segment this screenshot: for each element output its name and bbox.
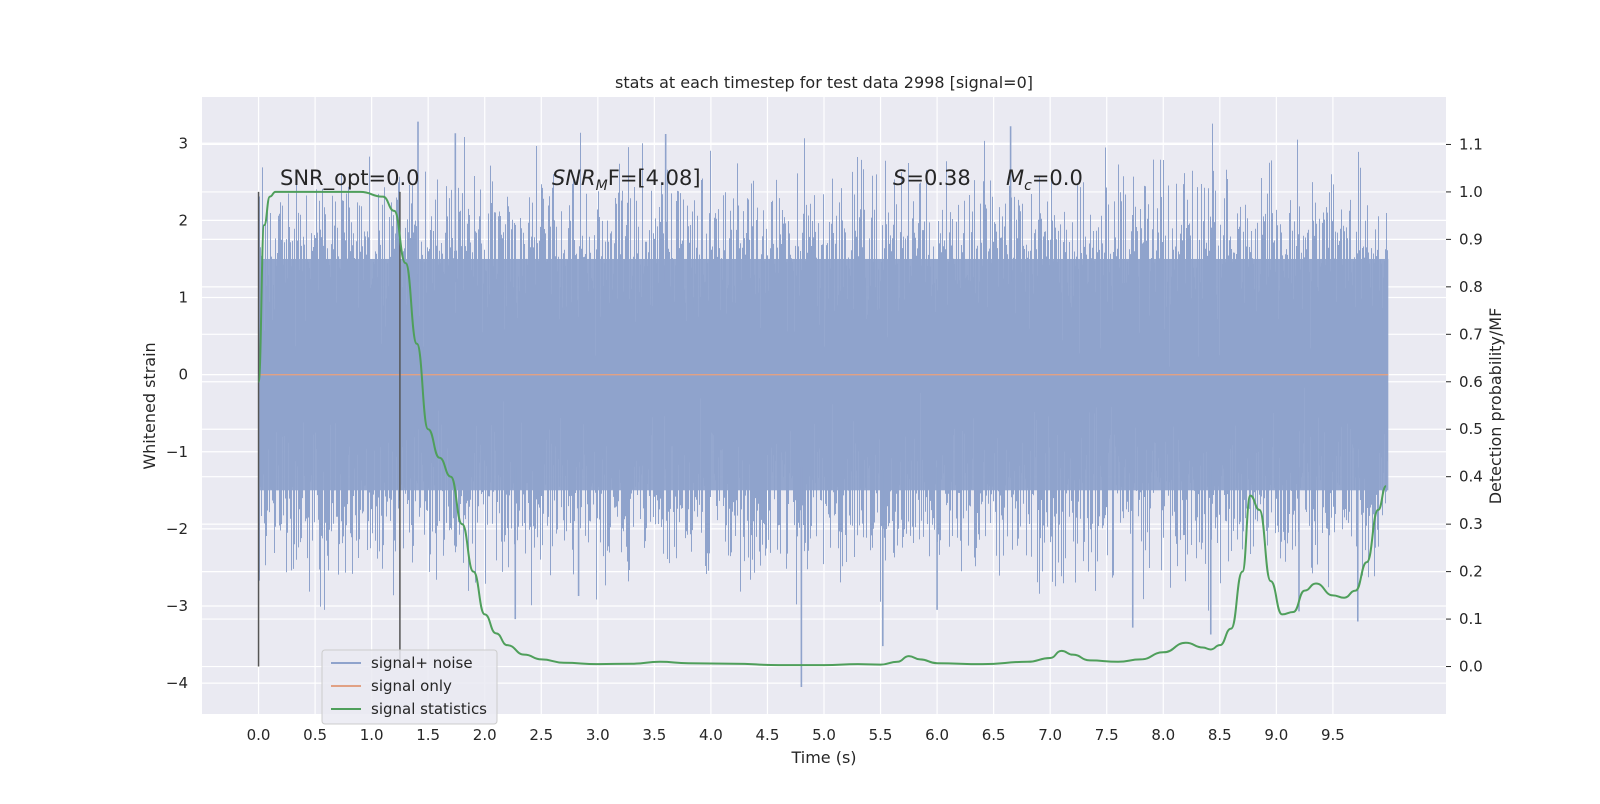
y-tick-label: −4 — [166, 674, 188, 692]
y2-tick-label: 0.8 — [1459, 278, 1483, 296]
legend-label-signal-noise: signal+ noise — [371, 654, 473, 672]
x-tick-label: 1.5 — [416, 726, 440, 744]
legend-label-signal-statistics: signal statistics — [371, 700, 487, 718]
legend-label-signal-only: signal only — [371, 677, 452, 695]
x-tick-label: 6.0 — [925, 726, 949, 744]
y-tick-label: 1 — [178, 289, 188, 307]
y2-tick-label: 1.1 — [1459, 135, 1483, 153]
y2-tick-label: 0.1 — [1459, 610, 1483, 628]
annotation-mc: Mc=0.0 — [1006, 166, 1083, 194]
tick-labels: 0.0 0.5 1.0 1.5 2.0 2.5 3.0 3.5 4.0 4.5 5.0 5.5 6.0 6… — [166, 134, 1483, 744]
signal-statistics-series — [257, 190, 1388, 667]
x-tick-label: 5.5 — [869, 726, 893, 744]
s-value: =0.38 — [906, 166, 970, 190]
x-tick-label: 0.5 — [303, 726, 327, 744]
x-tick-label: 0.0 — [247, 726, 271, 744]
x-tick-label: 3.5 — [642, 726, 666, 744]
vertical-markers — [257, 191, 401, 667]
y-axis-label: Whitened strain — [140, 342, 159, 469]
x-tick-label: 8.5 — [1208, 726, 1232, 744]
x-tick-label: 9.5 — [1321, 726, 1345, 744]
snr-mf-symbol: SNR — [552, 166, 596, 190]
x-tick-label: 5.0 — [812, 726, 836, 744]
x-tick-label: 7.5 — [1095, 726, 1119, 744]
x-tick-label: 4.5 — [756, 726, 780, 744]
y2-tick-label: 0.2 — [1459, 563, 1483, 581]
x-axis-label: Time (s) — [790, 748, 856, 767]
y2-tick-label: 0.4 — [1459, 468, 1483, 486]
signal-statistics-line — [257, 190, 1388, 667]
mc-symbol: M — [1006, 166, 1024, 190]
chart-title: stats at each timestep for test data 299… — [615, 73, 1033, 92]
y-tick-label: −1 — [166, 443, 188, 461]
snr-mf-subscript: M — [596, 178, 608, 194]
y-tick-label: −2 — [166, 520, 188, 538]
annotation-snr-opt: SNR_opt=0.0 — [280, 166, 420, 191]
y-tick-label: 2 — [178, 211, 188, 229]
snr-mf-value: F=[4.08] — [608, 166, 701, 190]
mc-value: =0.0 — [1032, 166, 1083, 190]
mc-subscript: c — [1024, 178, 1032, 194]
x-tick-label: 4.0 — [699, 726, 723, 744]
x-tick-label: 9.0 — [1264, 726, 1288, 744]
annotations: SNR_opt=0.0 SNRMF=[4.08] S=0.38 Mc=0.0 — [280, 166, 1083, 194]
y2-tick-label: 0.0 — [1459, 658, 1483, 676]
y2-axis-label: Detection probability/MF — [1486, 308, 1505, 505]
legend-box — [321, 649, 498, 725]
y2-tick-label: 1.0 — [1459, 183, 1483, 201]
annotation-s: S=0.38 — [893, 166, 971, 190]
y-tick-label: −3 — [166, 597, 188, 615]
y-tick-label: 3 — [178, 134, 188, 152]
y-tick-label: 0 — [178, 366, 188, 384]
x-tick-label: 3.0 — [586, 726, 610, 744]
y2-tick-label: 0.6 — [1459, 373, 1483, 391]
annotation-snr-mf: SNRMF=[4.08] — [552, 166, 701, 194]
x-tick-label: 7.0 — [1038, 726, 1062, 744]
x-tick-label: 1.0 — [360, 726, 384, 744]
x-tick-label: 8.0 — [1151, 726, 1175, 744]
y2-tick-label: 0.9 — [1459, 230, 1483, 248]
legend: signal+ noise signal only signal statist… — [321, 649, 498, 725]
x-tick-label: 2.0 — [473, 726, 497, 744]
s-symbol: S — [893, 166, 906, 190]
x-tick-label: 6.5 — [982, 726, 1006, 744]
y2-tick-label: 0.3 — [1459, 515, 1483, 533]
y2-tick-label: 0.5 — [1459, 420, 1483, 438]
y2-tick-label: 0.7 — [1459, 325, 1483, 343]
x-tick-label: 2.5 — [529, 726, 553, 744]
